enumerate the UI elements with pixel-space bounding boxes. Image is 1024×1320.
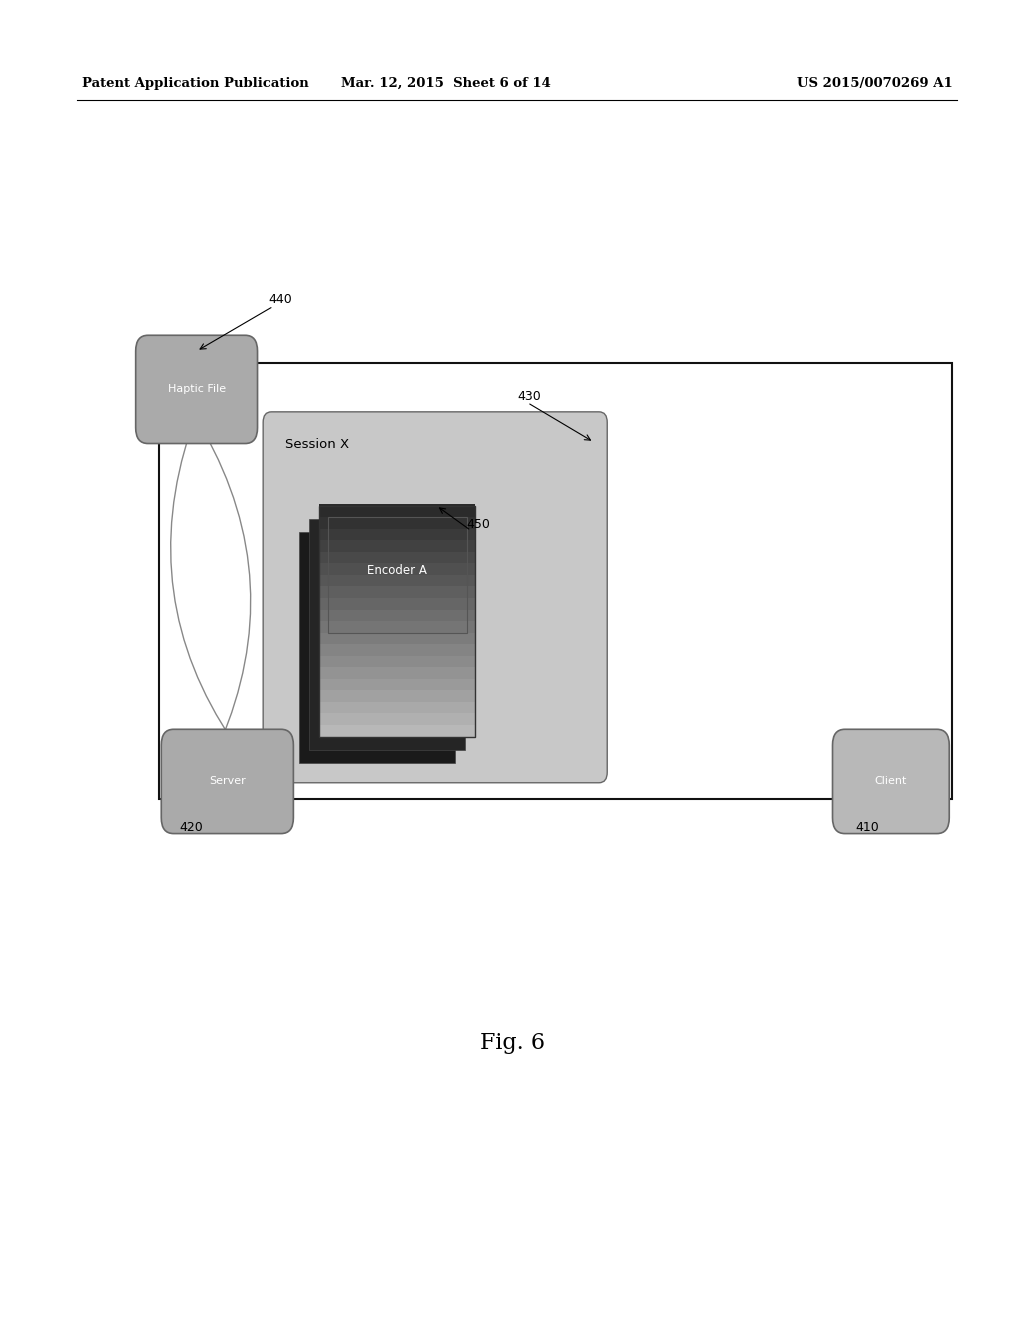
Bar (319, 516, 475, 528)
Bar (319, 643, 475, 656)
Bar (319, 562, 475, 576)
Bar (319, 550, 475, 564)
FancyArrowPatch shape (204, 432, 251, 743)
Bar (319, 655, 475, 668)
Bar (319, 597, 475, 610)
Bar (319, 677, 475, 690)
Bar (319, 723, 475, 737)
FancyBboxPatch shape (135, 335, 258, 444)
Bar (159, 363, 952, 799)
Text: 440: 440 (268, 293, 292, 306)
FancyArrowPatch shape (171, 430, 233, 742)
Bar (319, 506, 475, 737)
Text: Fig. 6: Fig. 6 (479, 1032, 545, 1053)
FancyBboxPatch shape (162, 729, 293, 834)
Text: Mar. 12, 2015  Sheet 6 of 14: Mar. 12, 2015 Sheet 6 of 14 (341, 77, 550, 90)
Text: Encoder A: Encoder A (368, 564, 427, 577)
Bar (319, 609, 475, 622)
Bar (319, 701, 475, 713)
Text: 410: 410 (855, 821, 879, 834)
Bar (319, 713, 475, 725)
Text: Server: Server (209, 776, 246, 787)
Bar (319, 665, 475, 678)
Bar (299, 532, 455, 763)
Bar (319, 539, 475, 552)
Bar (319, 631, 475, 644)
Bar (319, 574, 475, 586)
Bar (319, 619, 475, 632)
Text: US 2015/0070269 A1: US 2015/0070269 A1 (797, 77, 952, 90)
Bar (319, 689, 475, 702)
Bar (319, 504, 475, 517)
Bar (319, 528, 475, 540)
Text: Session X: Session X (285, 438, 349, 451)
Text: 430: 430 (517, 389, 541, 403)
FancyBboxPatch shape (833, 729, 949, 834)
Text: Client: Client (874, 776, 907, 787)
Text: 450: 450 (466, 517, 489, 531)
FancyBboxPatch shape (263, 412, 607, 783)
Text: Patent Application Publication: Patent Application Publication (82, 77, 308, 90)
Text: Haptic File: Haptic File (168, 384, 225, 395)
Bar (319, 585, 475, 598)
Bar (328, 517, 467, 632)
Bar (309, 519, 465, 750)
Bar (319, 506, 475, 737)
Text: 420: 420 (179, 821, 203, 834)
